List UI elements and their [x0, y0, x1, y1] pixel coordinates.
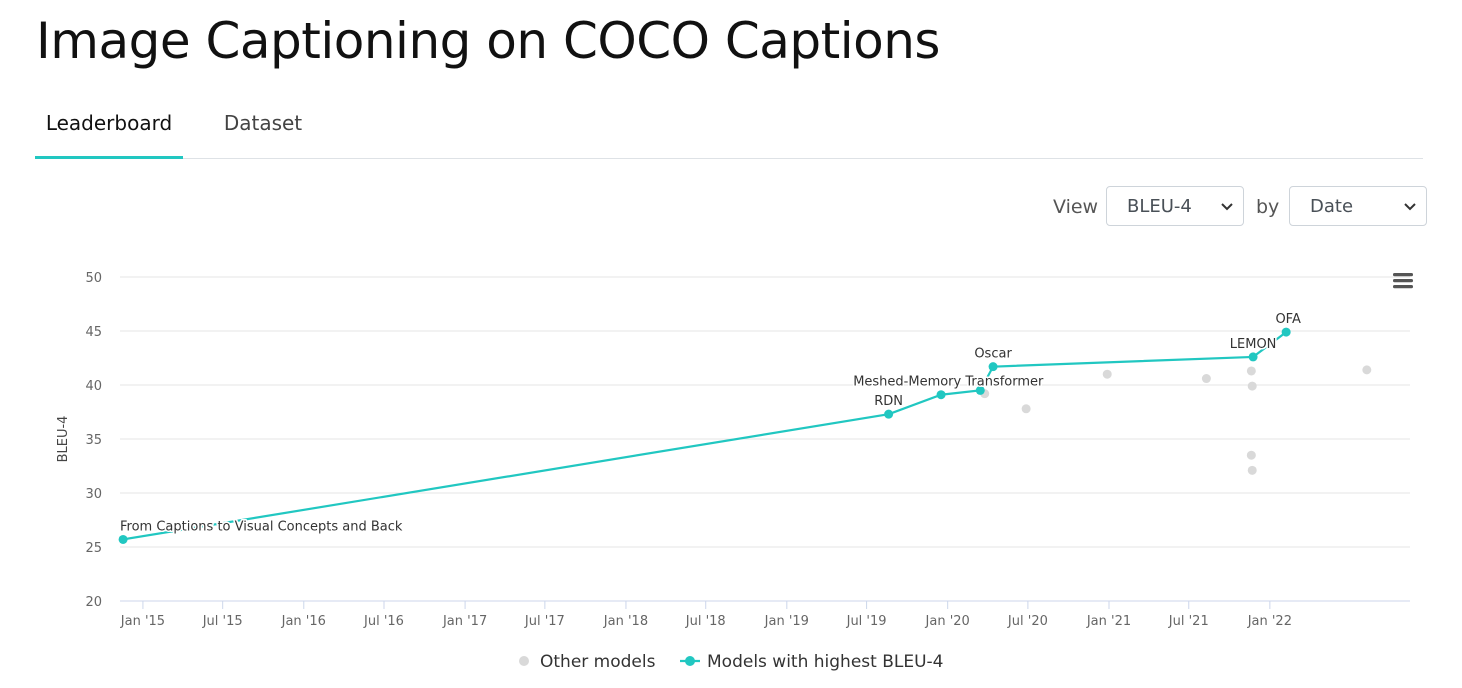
x-tick-label: Jan '17: [442, 614, 487, 629]
other-model-point: [1246, 366, 1256, 376]
best-model-point: [1248, 352, 1258, 362]
data-label-halo: RDN: [874, 394, 903, 409]
y-tick-label: 45: [85, 325, 102, 340]
best-model-point: [936, 390, 946, 400]
chevron-down-icon: [1221, 187, 1233, 243]
tab-bar: Leaderboard Dataset: [35, 100, 1423, 159]
x-tick-label: Jan '20: [925, 614, 970, 629]
data-label: RDN: [874, 394, 903, 409]
other-model-point: [1021, 404, 1031, 414]
data-label-halo: LEMON: [1230, 337, 1277, 352]
y-tick-label: 25: [85, 541, 102, 556]
x-tick-label: Jul '21: [1168, 614, 1209, 629]
data-label: Meshed-Memory Transformer: [853, 374, 1044, 389]
best-model-point: [884, 409, 894, 419]
view-label: View: [1053, 196, 1099, 218]
best-model-point: [988, 362, 998, 372]
data-label: LEMON: [1230, 337, 1277, 352]
y-tick-label: 40: [85, 379, 102, 394]
data-label: OFA: [1275, 312, 1301, 327]
sort-select[interactable]: Date: [1289, 186, 1427, 226]
y-tick-label: 20: [85, 595, 102, 610]
chevron-down-icon: [1404, 187, 1416, 243]
y-tick-label: 30: [85, 487, 102, 502]
x-tick-label: Jan '15: [120, 614, 165, 629]
chart-container: 20 25 30 35 40 45 50 Jan '15 Jul '15 Jan '16 Jul '…: [0, 250, 1462, 683]
best-model-point: [1281, 327, 1291, 337]
x-tick-label: Jul '19: [846, 614, 887, 629]
y-tick-label: 35: [85, 433, 102, 448]
data-label: From Captions to Visual Concepts and Bac…: [120, 519, 403, 534]
x-tick-label: Jan '19: [764, 614, 809, 629]
data-label-halo: OFA: [1275, 312, 1301, 327]
x-tick-label: Jan '16: [281, 614, 326, 629]
other-model-point: [1201, 374, 1211, 384]
legend-best-label: Models with highest BLEU-4: [707, 652, 944, 672]
metric-select[interactable]: BLEU-4: [1106, 186, 1244, 226]
x-tick-label: Jul '15: [202, 614, 243, 629]
hamburger-menu-icon[interactable]: [1393, 273, 1413, 289]
data-label-halo: Meshed-Memory Transformer: [853, 374, 1044, 389]
data-label: Oscar: [974, 347, 1012, 362]
page-title: Image Captioning on COCO Captions: [36, 12, 940, 70]
x-tick-label: Jan '21: [1086, 614, 1131, 629]
other-model-point: [1247, 381, 1257, 391]
other-model-point: [1362, 365, 1372, 375]
x-tick-label: Jul '20: [1007, 614, 1048, 629]
best-model-point: [975, 385, 985, 395]
tab-dataset[interactable]: Dataset: [223, 111, 303, 135]
best-models-line: [122, 331, 1287, 541]
other-model-point: [1246, 450, 1256, 460]
x-tick-label: Jan '22: [1247, 614, 1292, 629]
metric-select-value: BLEU-4: [1127, 196, 1192, 217]
x-tick-label: Jul '17: [524, 614, 565, 629]
other-model-point: [1247, 465, 1257, 475]
other-model-point: [1102, 369, 1112, 379]
x-tick-label: Jul '18: [685, 614, 726, 629]
legend-other-marker: [519, 656, 529, 666]
legend-best-marker: [685, 656, 695, 666]
bleu-chart: 20 25 30 35 40 45 50 Jan '15 Jul '15 Jan '16 Jul '…: [56, 271, 1413, 672]
best-model-point: [118, 534, 128, 544]
data-label-halo: Oscar: [974, 347, 1012, 362]
by-label: by: [1256, 196, 1280, 218]
legend-other-label: Other models: [540, 652, 656, 672]
tab-leaderboard[interactable]: Leaderboard: [35, 100, 183, 159]
x-tick-label: Jul '16: [363, 614, 404, 629]
data-label-halo: From Captions to Visual Concepts and Bac…: [120, 519, 403, 534]
y-tick-label: 50: [85, 271, 102, 286]
y-axis-title: BLEU-4: [56, 416, 71, 463]
sort-select-value: Date: [1310, 196, 1354, 217]
x-tick-label: Jan '18: [603, 614, 648, 629]
